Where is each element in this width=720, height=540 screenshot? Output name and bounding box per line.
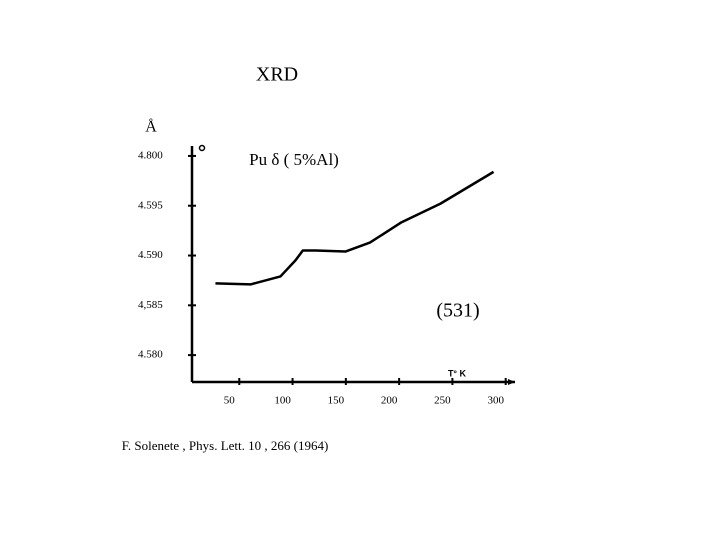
x-tick-label: 250	[434, 395, 451, 407]
y-tick-label: 4.800	[138, 149, 163, 161]
x-tick-label: 150	[328, 395, 345, 407]
x-tick-label: 300	[487, 395, 504, 407]
x-tick-label: 50	[224, 395, 236, 407]
source: F. Solenete , Phys. Lett. 10 , 266 (1964…	[122, 438, 329, 453]
x-tick-label: 100	[274, 395, 291, 407]
y-axis-marker	[198, 144, 206, 152]
chart-title: XRD	[256, 64, 298, 86]
line	[215, 170, 495, 286]
y-tick-label: 4.590	[138, 249, 163, 261]
y-unit: Å	[145, 118, 157, 136]
y-tick-label: 4,585	[138, 299, 163, 311]
y-tick-label: 4.595	[138, 199, 163, 211]
series-label: Pu δ ( 5%Al)	[249, 150, 339, 169]
annotation: (531)	[436, 300, 479, 322]
x-axis-label: T° K	[448, 368, 467, 378]
y-tick-label: 4.580	[138, 349, 163, 361]
x-tick-label: 200	[381, 395, 398, 407]
x-axis-arrow	[508, 379, 515, 385]
